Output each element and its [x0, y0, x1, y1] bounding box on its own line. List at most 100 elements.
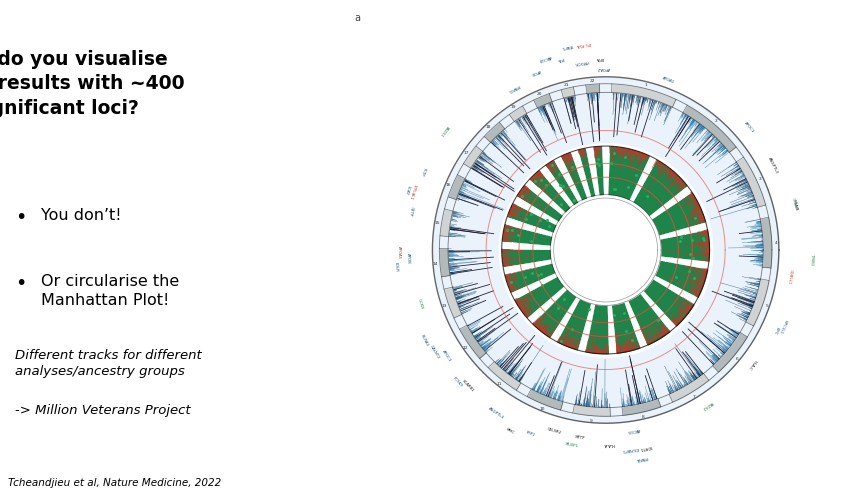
Point	[674, 233, 688, 241]
Point	[554, 337, 567, 345]
Point	[607, 185, 621, 193]
Text: COBLL1: COBLL1	[786, 268, 792, 284]
Text: •: •	[15, 208, 26, 227]
Text: HLA-C: HLA-C	[746, 357, 756, 369]
Text: 10: 10	[538, 406, 544, 410]
Point	[505, 226, 519, 234]
Point	[684, 236, 698, 244]
Text: ANGPTL4: ANGPTL4	[487, 406, 504, 419]
Text: 17: 17	[463, 151, 468, 155]
Text: You don’t!: You don’t!	[41, 208, 122, 223]
Point	[639, 193, 653, 201]
Text: 8: 8	[641, 415, 644, 419]
Point	[564, 326, 578, 334]
Text: LPL: LPL	[584, 41, 590, 46]
Point	[533, 176, 547, 184]
Text: 21: 21	[563, 83, 568, 87]
Point	[518, 215, 532, 223]
Text: 16: 16	[445, 182, 451, 186]
Point	[552, 171, 566, 179]
Point	[697, 237, 711, 245]
Point	[590, 159, 603, 167]
Point	[556, 183, 569, 191]
Point	[620, 184, 634, 192]
Point	[607, 149, 620, 157]
Point	[518, 274, 532, 282]
Point	[515, 192, 528, 200]
Text: PPARA: PPARA	[635, 454, 648, 460]
Point	[591, 156, 605, 164]
Text: SCARB1: SCARB1	[461, 378, 475, 392]
Text: -> Million Veterans Project: -> Million Veterans Project	[15, 403, 190, 416]
Text: •: •	[15, 273, 26, 292]
Point	[510, 232, 524, 240]
Point	[695, 234, 709, 242]
Point	[564, 164, 578, 172]
Point	[567, 196, 580, 204]
Text: LDLRAP1: LDLRAP1	[620, 445, 638, 451]
Text: MTTP: MTTP	[573, 434, 584, 439]
Point	[534, 282, 548, 290]
Point	[685, 254, 699, 262]
Point	[525, 270, 538, 278]
Text: MLXIPL: MLXIPL	[564, 441, 579, 448]
Text: MHC: MHC	[504, 427, 515, 434]
Text: How do you visualise
GWAS results with ~400
significant loci?: How do you visualise GWAS results with ~…	[0, 50, 184, 117]
Point	[545, 162, 559, 170]
Text: APOC1: APOC1	[742, 121, 754, 134]
Text: 1: 1	[643, 83, 647, 87]
Text: STAP1: STAP1	[560, 43, 573, 49]
Text: CELSR2: CELSR2	[546, 426, 561, 434]
Text: LRP1: LRP1	[525, 429, 535, 437]
Text: 5: 5	[765, 304, 768, 308]
Point	[581, 305, 595, 313]
Text: APOE: APOE	[529, 68, 540, 76]
Point	[553, 182, 567, 190]
Point	[617, 310, 630, 318]
Text: LIPC: LIPC	[771, 325, 779, 335]
Text: PPARG: PPARG	[506, 83, 520, 93]
Text: CETP: CETP	[407, 205, 413, 215]
Text: HMGCR: HMGCR	[573, 59, 588, 64]
Point	[523, 237, 537, 245]
Text: APOC3: APOC3	[440, 348, 451, 362]
Point	[618, 154, 631, 162]
Text: GALNT2: GALNT2	[429, 344, 440, 360]
Text: APOA1: APOA1	[661, 76, 675, 84]
Point	[682, 267, 695, 275]
Text: ANGPTL3: ANGPTL3	[767, 156, 779, 174]
Text: ABCG8: ABCG8	[537, 54, 551, 62]
Point	[527, 177, 541, 185]
Point	[539, 216, 553, 224]
Point	[550, 305, 564, 313]
Point	[533, 271, 547, 279]
Text: 6: 6	[735, 357, 738, 361]
Text: PLTP: PLTP	[418, 167, 425, 176]
Text: 15: 15	[434, 220, 440, 224]
Text: 4: 4	[774, 241, 776, 245]
Text: a: a	[354, 13, 360, 23]
Point	[682, 250, 696, 259]
Text: 13: 13	[440, 304, 446, 308]
Point	[532, 216, 546, 224]
Point	[687, 275, 700, 283]
Text: 19: 19	[510, 105, 515, 109]
Text: APOB: APOB	[406, 253, 410, 264]
Text: Different tracks for different
analyses/ancestry groups: Different tracks for different analyses/…	[15, 348, 202, 378]
Point	[591, 162, 605, 170]
Point	[603, 159, 617, 167]
Point	[606, 186, 619, 194]
Text: 18: 18	[485, 125, 491, 129]
Point	[499, 226, 513, 234]
Point	[688, 214, 701, 222]
Point	[530, 272, 544, 280]
Point	[650, 316, 664, 324]
Text: APOA2: APOA2	[596, 66, 609, 70]
Text: 20: 20	[536, 92, 542, 96]
Text: 7: 7	[692, 394, 694, 398]
Point	[556, 296, 570, 304]
Text: 22: 22	[589, 79, 594, 83]
Text: PCSK9: PCSK9	[451, 375, 463, 387]
Point	[607, 312, 620, 320]
Text: TRIB1: TRIB1	[809, 254, 814, 265]
